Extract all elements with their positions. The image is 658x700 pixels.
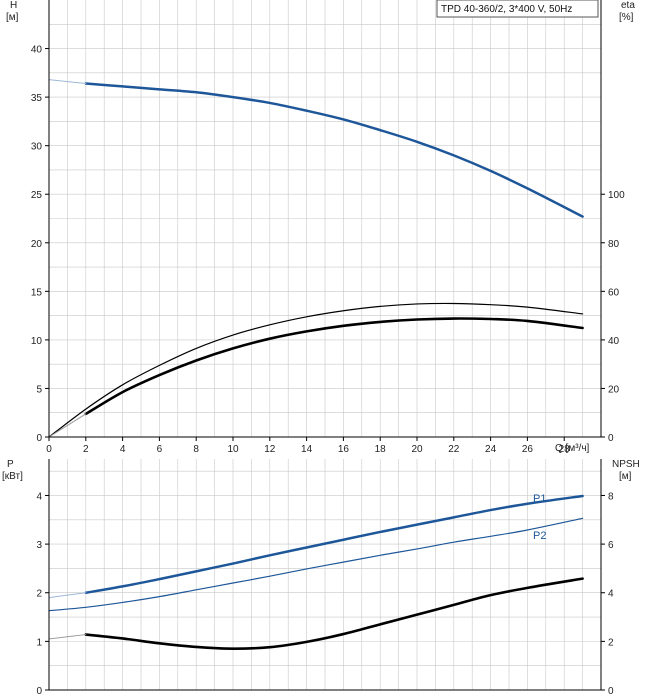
series-line-0-3: [84, 317, 584, 416]
series-line-0-1: [48, 79, 87, 85]
top-chart-grid: [49, 0, 601, 437]
x-tick-label: 16: [338, 444, 350, 455]
x-tick-label: 24: [485, 444, 497, 455]
right-tick-label: 8: [608, 491, 614, 502]
left-tick-label: 15: [31, 287, 43, 298]
series-label-p1: P1: [533, 493, 546, 505]
series-line-1-3: [84, 577, 584, 650]
bottom-left-axis-unit: [кВт]: [2, 471, 23, 482]
x-axis-label: Q [м³/ч]: [555, 443, 590, 454]
x-tick-label: 8: [193, 444, 199, 455]
right-tick-label: 100: [608, 190, 625, 201]
left-tick-label: 30: [31, 142, 43, 153]
left-tick-label: 20: [31, 239, 43, 250]
series-line-p2: [48, 517, 584, 612]
right-tick-label: 2: [608, 637, 614, 648]
left-tick-label: 40: [31, 45, 43, 56]
left-tick-label: 35: [31, 93, 43, 104]
left-tick-label: 25: [31, 190, 43, 201]
bottom-left-axis-label: P: [7, 459, 14, 470]
x-tick-label: 20: [411, 444, 423, 455]
x-tick-label: 6: [157, 444, 163, 455]
x-tick-label: 18: [375, 444, 387, 455]
top-right-axis-label: eta: [621, 0, 635, 11]
series-line-0-0: [84, 82, 584, 218]
left-tick-label: 0: [36, 433, 42, 444]
x-tick-label: 22: [448, 444, 460, 455]
top-left-axis-unit: [м]: [6, 12, 19, 23]
left-tick-label: 0: [36, 686, 42, 697]
chart-title: TPD 40-360/2, 3*400 V, 50Hz: [441, 4, 572, 15]
bottom-right-axis-unit: [м]: [619, 471, 632, 482]
right-tick-label: 60: [608, 287, 620, 298]
left-tick-label: 10: [31, 336, 43, 347]
left-tick-label: 3: [36, 540, 42, 551]
series-line-0-4: [48, 413, 87, 438]
series-line-1-2: [48, 592, 87, 599]
right-tick-label: 0: [608, 686, 614, 697]
x-tick-label: 14: [301, 444, 313, 455]
left-tick-label: 1: [36, 637, 42, 648]
x-tick-label: 2: [83, 444, 89, 455]
right-tick-label: 80: [608, 239, 620, 250]
series-label-p2: P2: [533, 530, 546, 542]
top-right-axis-unit: [%]: [619, 12, 634, 23]
top-chart-series: [48, 79, 584, 438]
series-line-0-2: [48, 302, 584, 438]
bottom-chart-series: [48, 494, 584, 650]
left-tick-label: 2: [36, 589, 42, 600]
right-tick-label: 20: [608, 384, 620, 395]
series-line-p1: [84, 494, 584, 594]
bottom-chart-grid: [49, 459, 601, 690]
x-tick-label: 12: [264, 444, 276, 455]
title-box: TPD 40-360/2, 3*400 V, 50Hz: [436, 0, 599, 18]
left-tick-label: 4: [36, 491, 42, 502]
series-line-1-4: [48, 634, 87, 640]
x-tick-label: 4: [120, 444, 126, 455]
right-tick-label: 4: [608, 589, 614, 600]
right-tick-label: 6: [608, 540, 614, 551]
left-tick-label: 5: [36, 384, 42, 395]
x-tick-label: 10: [227, 444, 239, 455]
x-tick-label: 28: [559, 444, 571, 455]
right-tick-label: 0: [608, 433, 614, 444]
top-left-axis-label: H: [10, 0, 17, 11]
x-tick-label: 0: [46, 444, 52, 455]
chart-axes: [45, 0, 605, 691]
x-tick-label: 26: [522, 444, 534, 455]
bottom-right-axis-label: NPSH: [612, 459, 640, 470]
right-tick-label: 40: [608, 336, 620, 347]
